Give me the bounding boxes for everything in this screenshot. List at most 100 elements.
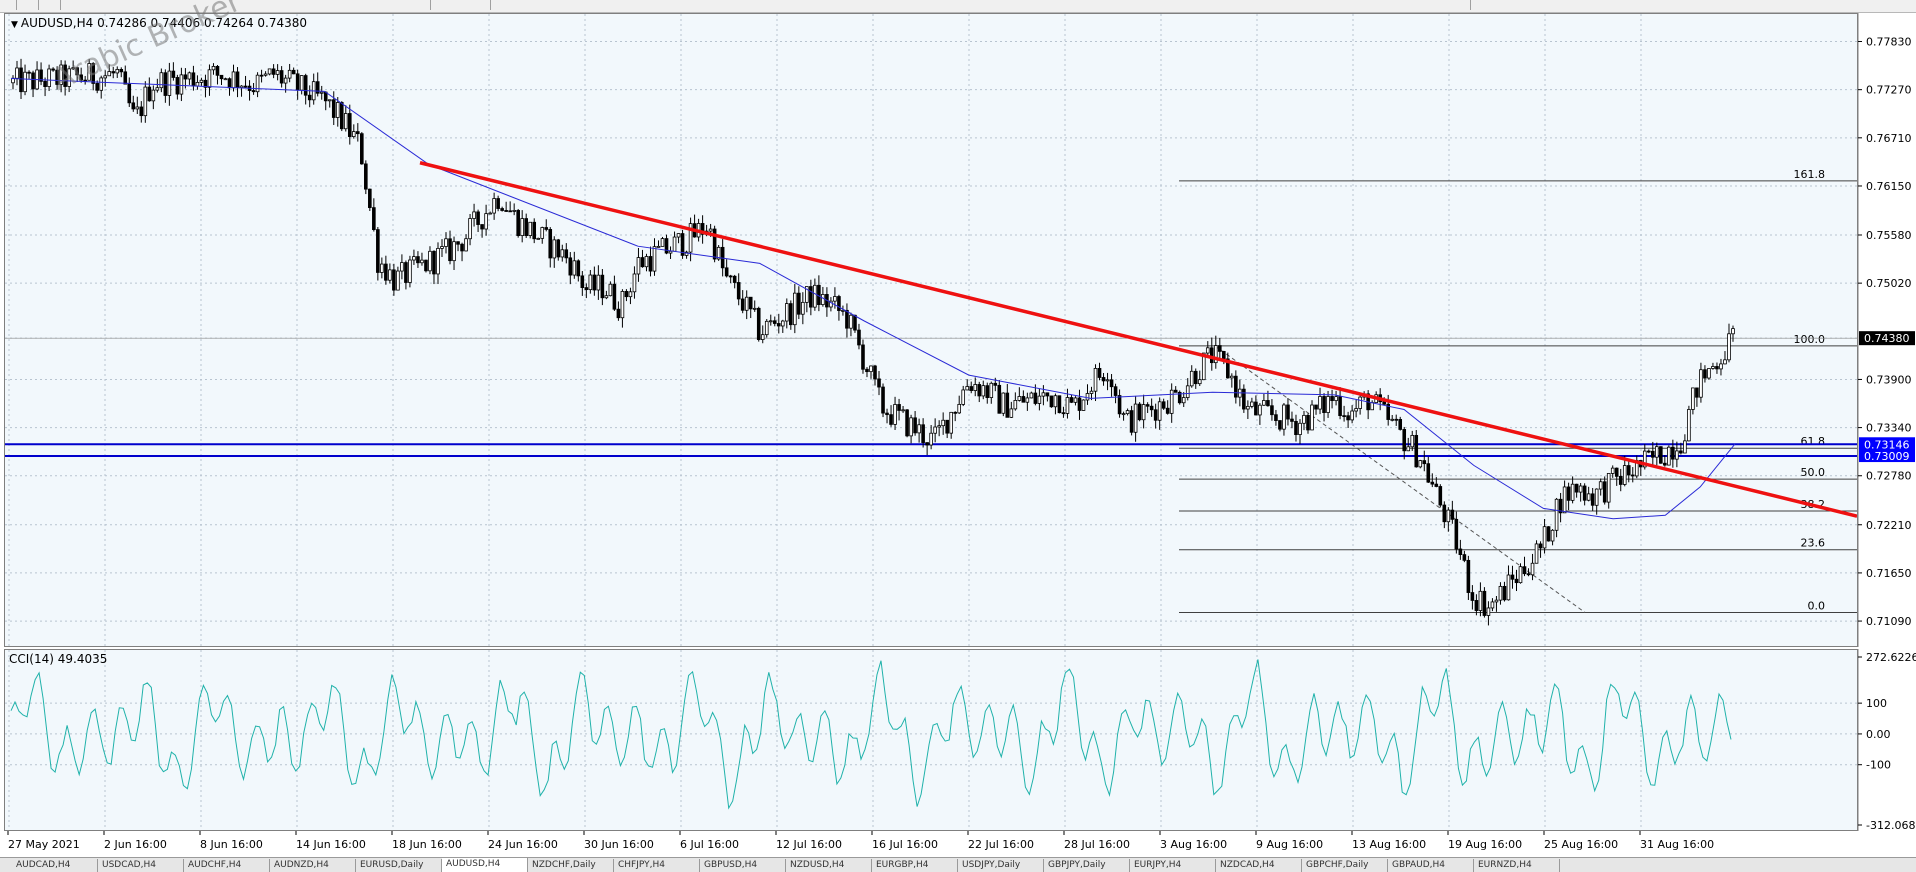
candle — [1546, 526, 1551, 542]
chart-tab[interactable]: EURJPY,H4 — [1130, 859, 1216, 872]
chart-tab[interactable]: NZDCHF,Daily — [528, 859, 614, 872]
chart-tab[interactable]: AUDCHF,H4 — [184, 859, 270, 872]
candle-body — [1326, 396, 1330, 413]
chart-tab[interactable]: AUDCAD,H4 — [12, 859, 98, 872]
candle — [508, 201, 512, 213]
candle-body — [576, 260, 581, 277]
chart-tab[interactable]: EURGBP,H4 — [872, 859, 958, 872]
candle-body — [444, 238, 448, 247]
candle-body — [1093, 368, 1098, 392]
time-tick-label: 22 Jul 16:00 — [968, 838, 1034, 851]
time-tick-label: 13 Aug 16:00 — [1352, 838, 1426, 851]
chart-tab[interactable]: USDCAD,H4 — [98, 859, 184, 872]
candle — [1157, 397, 1162, 430]
price-tick-label: 0.75580 — [1866, 229, 1912, 242]
collapse-triangle-icon[interactable]: ▼ — [11, 20, 18, 30]
candle — [1354, 399, 1358, 418]
candle-body — [335, 102, 340, 118]
candle — [576, 259, 581, 282]
candle-body — [1302, 414, 1306, 424]
chart-tab[interactable]: GBPJPY,Daily — [1044, 859, 1130, 872]
candle — [1478, 582, 1483, 617]
candle-body — [516, 210, 520, 236]
candle-body — [1197, 379, 1202, 385]
candle — [1703, 365, 1707, 383]
chart-tab[interactable]: GBPCHF,Daily — [1302, 859, 1388, 872]
candle — [271, 64, 276, 79]
chart-tab[interactable]: NZDUSD,H4 — [786, 859, 872, 872]
candle-body — [801, 301, 805, 315]
candle-body — [480, 224, 484, 230]
candle-body — [167, 70, 172, 96]
chart-header: ▼ AUDUSD,H4 0.74286 0.74406 0.74264 0.743… — [11, 16, 307, 30]
candle-body — [1675, 450, 1679, 460]
candle-body — [15, 67, 19, 79]
candle — [600, 269, 605, 306]
candle — [1109, 374, 1114, 397]
candle — [11, 75, 15, 90]
candle-body — [1614, 467, 1619, 477]
candle-body — [1330, 396, 1334, 402]
candle — [1282, 403, 1286, 436]
candle-body — [396, 270, 400, 291]
candle — [616, 301, 621, 321]
candle-body — [472, 211, 476, 219]
candle-body — [793, 292, 797, 326]
chart-tab[interactable]: GBPUSD,H4 — [700, 859, 786, 872]
candle — [544, 219, 549, 232]
candle-body — [901, 409, 905, 412]
candle — [408, 255, 412, 288]
price-tick-label: 0.72780 — [1866, 470, 1912, 483]
candle — [1450, 500, 1455, 524]
candle — [1193, 368, 1198, 389]
trendline — [419, 161, 1857, 518]
candle-body — [1282, 404, 1286, 430]
candle-body — [235, 71, 240, 88]
candle — [400, 254, 404, 280]
candle — [47, 64, 51, 92]
chart-tab[interactable]: NZDCAD,H4 — [1216, 859, 1302, 872]
candle — [1715, 362, 1719, 374]
candle — [1691, 387, 1695, 415]
candle — [905, 409, 909, 438]
candle — [524, 213, 528, 238]
candle-body — [347, 113, 352, 137]
candle — [801, 292, 805, 325]
candle — [99, 75, 104, 99]
cci-chart[interactable]: CCI(14) 49.4035 — [4, 649, 1858, 831]
current-price-label: 0.74380 — [1864, 332, 1910, 345]
candle-body — [1699, 369, 1703, 398]
candle-body — [652, 246, 657, 272]
candle — [969, 381, 974, 394]
cci-tick-label: 100 — [1866, 697, 1887, 710]
candle — [139, 101, 144, 123]
chart-tab[interactable]: EURUSD,Daily — [356, 859, 442, 872]
candle-body — [668, 250, 673, 254]
candle — [1731, 325, 1735, 342]
candle-body — [251, 90, 256, 93]
candle — [949, 411, 953, 439]
candle — [957, 395, 961, 415]
chart-tab[interactable]: CHFJPY,H4 — [614, 859, 700, 872]
candle — [436, 242, 440, 285]
candle-body — [732, 275, 737, 283]
candle-body — [223, 78, 228, 81]
chart-tab[interactable]: AUDUSD,H4 — [442, 858, 528, 872]
candle-body — [1250, 401, 1254, 407]
candle — [1614, 467, 1619, 486]
candle-body — [1089, 390, 1094, 394]
candle-body — [1382, 401, 1386, 405]
candle — [640, 249, 645, 268]
candle-body — [95, 83, 100, 91]
candle — [664, 234, 669, 255]
chart-tab[interactable]: EURNZD,H4 — [1474, 859, 1560, 872]
candle-body — [1727, 333, 1731, 361]
chart-tab[interactable]: USDJPY,Daily — [958, 859, 1044, 872]
chart-tab[interactable]: AUDNZD,H4 — [270, 859, 356, 872]
candle — [776, 313, 781, 334]
candle-body — [1418, 460, 1423, 468]
chart-tab[interactable]: GBPAUD,H4 — [1388, 859, 1474, 872]
candle-body — [1438, 486, 1443, 506]
candle — [1097, 362, 1102, 381]
